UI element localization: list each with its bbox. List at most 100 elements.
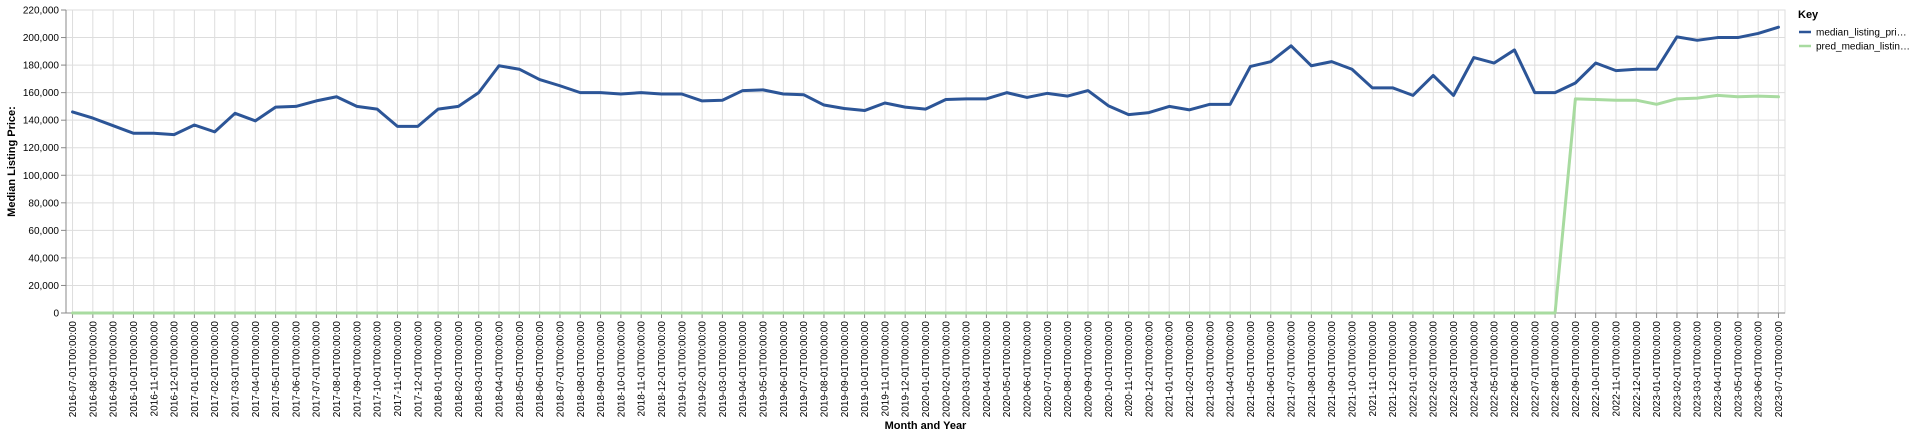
y-tick-label: 140,000 (23, 116, 60, 127)
x-tick-label: 2017-12-01T00:00:00 (413, 321, 424, 418)
x-tick-label: 2022-10-01T00:00:00 (1591, 321, 1602, 418)
x-tick-label: 2019-07-01T00:00:00 (799, 321, 810, 418)
y-tick-label: 0 (53, 309, 59, 320)
x-tick-label: 2022-05-01T00:00:00 (1490, 321, 1501, 418)
x-tick-label: 2023-01-01T00:00:00 (1652, 321, 1663, 418)
x-tick-label: 2016-07-01T00:00:00 (68, 321, 79, 418)
x-tick-label: 2023-05-01T00:00:00 (1733, 321, 1744, 418)
y-tick-label: 80,000 (28, 198, 59, 209)
x-tick-label: 2017-11-01T00:00:00 (393, 321, 404, 417)
x-tick-label: 2019-06-01T00:00:00 (779, 321, 790, 418)
y-tick-label: 60,000 (28, 226, 59, 237)
x-tick-label: 2021-04-01T00:00:00 (1226, 321, 1237, 418)
x-tick-label: 2019-04-01T00:00:00 (738, 321, 749, 418)
y-tick-label: 120,000 (23, 143, 60, 154)
x-tick-label: 2020-10-01T00:00:00 (1104, 321, 1115, 418)
x-tick-label: 2021-01-01T00:00:00 (1165, 321, 1176, 418)
x-tick-label: 2021-07-01T00:00:00 (1287, 321, 1298, 418)
x-tick-label: 2018-04-01T00:00:00 (495, 321, 506, 418)
x-tick-label: 2019-10-01T00:00:00 (860, 321, 871, 418)
series-line-pred-median-listing-price (71, 93, 1780, 315)
x-tick-label: 2022-08-01T00:00:00 (1551, 321, 1562, 418)
x-tick-label: 2016-09-01T00:00:00 (109, 321, 120, 418)
x-tick-label: 2021-11-01T00:00:00 (1368, 321, 1379, 417)
x-tick-label: 2019-01-01T00:00:00 (677, 321, 688, 418)
x-tick-label: 2021-05-01T00:00:00 (1246, 321, 1257, 418)
x-tick-label: 2018-03-01T00:00:00 (474, 321, 485, 418)
x-tick-label: 2018-05-01T00:00:00 (515, 321, 526, 418)
x-tick-label: 2020-12-01T00:00:00 (1144, 321, 1155, 418)
x-tick-label: 2018-12-01T00:00:00 (657, 321, 668, 418)
x-tick-label: 2019-02-01T00:00:00 (698, 321, 709, 418)
y-tick-label: 180,000 (23, 61, 60, 72)
y-axis: 0 20,000 40,000 60,000 80,000 100,000 120,000 1… (23, 6, 67, 320)
x-tick-label: 2022-07-01T00:00:00 (1530, 321, 1541, 418)
series-lines (71, 25, 1780, 315)
legend: Key median_listing_pri… pred_median_listi… (1798, 9, 1910, 53)
y-tick-label: 220,000 (23, 6, 60, 17)
y-tick-label: 20,000 (28, 281, 59, 292)
legend-label: median_listing_pri… (1816, 28, 1907, 39)
x-tick-label: 2023-06-01T00:00:00 (1754, 321, 1765, 418)
x-tick-label: 2017-08-01T00:00:00 (332, 321, 343, 418)
x-tick-label: 2018-11-01T00:00:00 (637, 321, 648, 417)
x-axis-title: Month and Year (885, 420, 967, 432)
x-tick-label: 2021-03-01T00:00:00 (1205, 321, 1216, 418)
x-tick-label: 2022-02-01T00:00:00 (1429, 321, 1440, 418)
x-tick-label: 2017-06-01T00:00:00 (291, 321, 302, 418)
x-tick-label: 2017-02-01T00:00:00 (210, 321, 221, 418)
x-tick-label: 2018-01-01T00:00:00 (434, 321, 445, 418)
x-tick-label: 2022-04-01T00:00:00 (1469, 321, 1480, 418)
series-line-median-listing-price (71, 25, 1780, 137)
x-tick-label: 2018-10-01T00:00:00 (616, 321, 627, 418)
x-tick-label: 2020-11-01T00:00:00 (1124, 321, 1135, 417)
x-tick-label: 2020-01-01T00:00:00 (921, 321, 932, 418)
x-tick-label: 2019-09-01T00:00:00 (840, 321, 851, 418)
x-tick-label: 2017-03-01T00:00:00 (231, 321, 242, 418)
x-tick-label: 2018-02-01T00:00:00 (454, 321, 465, 418)
x-tick-label: 2022-12-01T00:00:00 (1632, 321, 1643, 418)
x-tick-label: 2016-12-01T00:00:00 (170, 321, 181, 418)
x-tick-label: 2021-02-01T00:00:00 (1185, 321, 1196, 418)
x-tick-label: 2023-03-01T00:00:00 (1693, 321, 1704, 418)
legend-label: pred_median_listin… (1816, 42, 1910, 53)
x-tick-label: 2017-04-01T00:00:00 (251, 321, 262, 418)
x-tick-label: 2016-08-01T00:00:00 (88, 321, 99, 418)
y-tick-label: 40,000 (28, 253, 59, 264)
x-tick-label: 2016-11-01T00:00:00 (149, 321, 160, 417)
x-tick-label: 2018-06-01T00:00:00 (535, 321, 546, 418)
x-tick-label: 2021-10-01T00:00:00 (1347, 321, 1358, 418)
x-tick-label: 2020-08-01T00:00:00 (1063, 321, 1074, 418)
x-tick-label: 2023-02-01T00:00:00 (1672, 321, 1683, 418)
x-tick-label: 2023-04-01T00:00:00 (1713, 321, 1724, 418)
x-tick-label: 2019-08-01T00:00:00 (819, 321, 830, 418)
x-tick-label: 2022-11-01T00:00:00 (1611, 321, 1622, 417)
x-tick-label: 2019-05-01T00:00:00 (759, 321, 770, 418)
x-tick-label: 2022-06-01T00:00:00 (1510, 321, 1521, 418)
x-tick-label: 2016-10-01T00:00:00 (129, 321, 140, 418)
x-tick-label: 2019-11-01T00:00:00 (880, 321, 891, 417)
x-tick-label: 2020-03-01T00:00:00 (962, 321, 973, 418)
x-tick-label: 2021-06-01T00:00:00 (1266, 321, 1277, 418)
gridlines (66, 9, 1785, 314)
x-tick-label: 2020-09-01T00:00:00 (1083, 321, 1094, 418)
x-tick-label: 2018-08-01T00:00:00 (576, 321, 587, 418)
x-tick-label: 2020-05-01T00:00:00 (1002, 321, 1013, 418)
legend-title: Key (1798, 9, 1819, 21)
x-axis: 2016-07-01T00:00:00 2016-08-01T00:00:00 20… (66, 312, 1785, 418)
x-tick-label: 2022-03-01T00:00:00 (1449, 321, 1460, 418)
y-tick-label: 100,000 (23, 171, 60, 182)
x-tick-label: 2018-09-01T00:00:00 (596, 321, 607, 418)
x-tick-label: 2017-09-01T00:00:00 (352, 321, 363, 418)
x-tick-label: 2020-02-01T00:00:00 (941, 321, 952, 418)
x-tick-label: 2017-05-01T00:00:00 (271, 321, 282, 418)
x-tick-label: 2019-12-01T00:00:00 (901, 321, 912, 418)
x-tick-label: 2017-01-01T00:00:00 (190, 321, 201, 418)
x-tick-label: 2021-09-01T00:00:00 (1327, 321, 1338, 418)
x-tick-label: 2020-07-01T00:00:00 (1043, 321, 1054, 418)
x-tick-label: 2023-07-01T00:00:00 (1774, 321, 1785, 418)
x-tick-label: 2020-06-01T00:00:00 (1023, 321, 1034, 418)
x-tick-label: 2019-03-01T00:00:00 (718, 321, 729, 418)
x-tick-label: 2022-01-01T00:00:00 (1408, 321, 1419, 418)
